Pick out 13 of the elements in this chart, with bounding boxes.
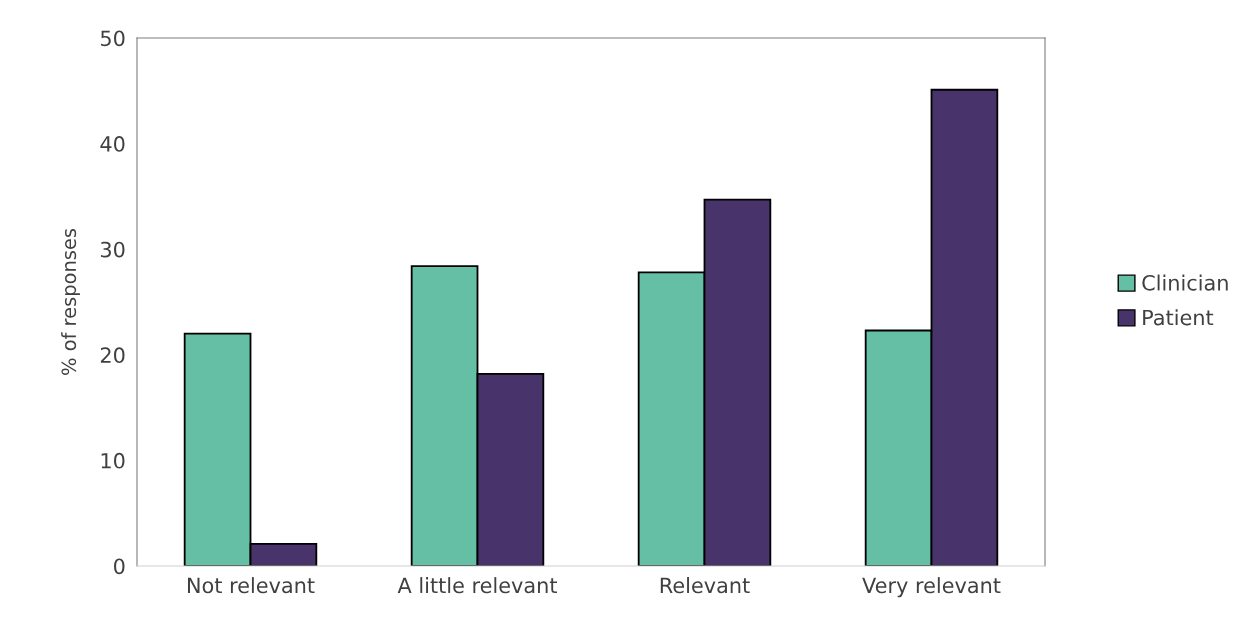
x-tick-label: Relevant (660, 577, 750, 594)
y-tick-label: 50 (100, 30, 125, 47)
legend-label: Patient (1143, 309, 1214, 326)
x-tick-label: A little relevant (397, 577, 557, 594)
y-tick-label: 40 (100, 136, 125, 152)
y-tick-label: 10 (101, 452, 125, 469)
y-tick-label: 0 (114, 558, 125, 575)
y-tick-label: 30 (100, 241, 125, 258)
legend-label: Clinician (1142, 274, 1228, 291)
y-axis-title: % of responses (61, 228, 80, 375)
y-tick-label: 20 (100, 347, 125, 364)
x-tick-label: Not relevant (187, 577, 315, 594)
x-tick-label: Very relevant (862, 577, 1001, 598)
